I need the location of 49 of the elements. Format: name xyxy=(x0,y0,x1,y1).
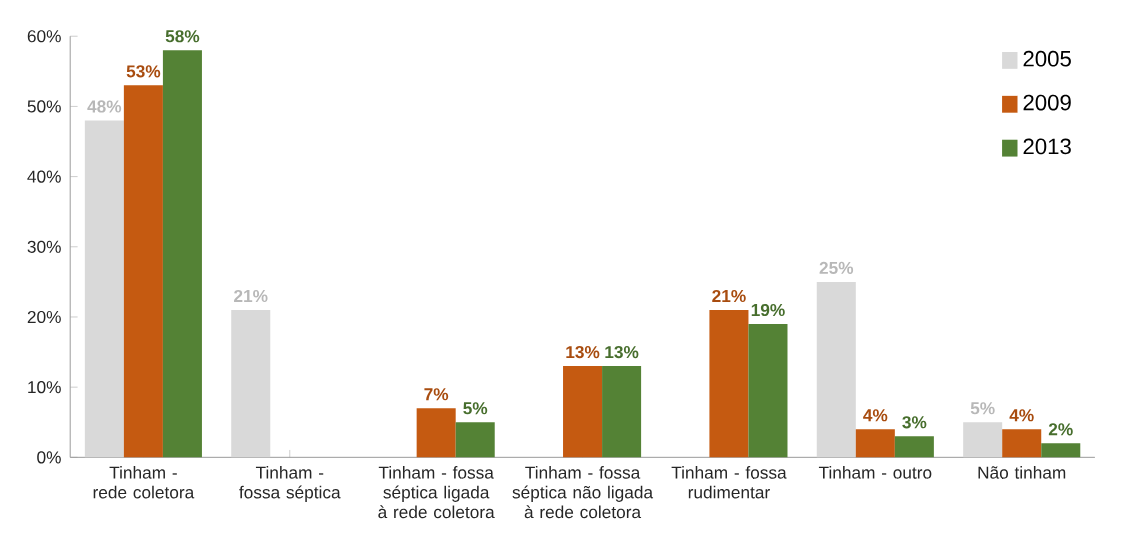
y-tick-label: 40% xyxy=(27,170,61,183)
legend-label: 2005 xyxy=(1023,50,1071,67)
x-tick-label: Tinham - fossa rudimentar xyxy=(671,466,787,499)
data-label: 2% xyxy=(1048,423,1073,436)
bar xyxy=(84,120,124,458)
y-tick-label: 50% xyxy=(27,100,61,113)
data-label: 21% xyxy=(234,289,268,302)
data-label: 5% xyxy=(463,402,488,415)
legend-label: 2013 xyxy=(1023,138,1071,155)
data-label: 19% xyxy=(751,303,785,317)
y-tick-label: 10% xyxy=(28,381,61,394)
y-tick-label: 20% xyxy=(27,310,61,324)
data-label: 53% xyxy=(126,65,161,78)
data-label: 4% xyxy=(1009,409,1034,422)
x-tick-label: Tinham - fossa séptica ligada à rede coletora xyxy=(378,466,495,519)
bar xyxy=(894,436,934,458)
y-tick-label: 60% xyxy=(27,30,61,43)
bar xyxy=(963,422,1003,458)
x-tick-label: Tinham - rede coletora xyxy=(93,466,195,499)
legend-label: 2009 xyxy=(1023,94,1071,111)
data-label: 13% xyxy=(605,345,639,359)
data-label: 48% xyxy=(87,100,122,113)
bar xyxy=(231,309,271,458)
data-label: 5% xyxy=(970,402,995,415)
data-label: 4% xyxy=(863,409,888,422)
bar xyxy=(816,281,856,458)
data-label: 58% xyxy=(165,30,200,43)
bar xyxy=(1041,443,1081,458)
bar xyxy=(416,408,456,458)
x-tick-label: Não tinham xyxy=(978,466,1066,479)
data-label: 13% xyxy=(566,345,600,359)
y-tick-label: 30% xyxy=(27,240,61,253)
bar xyxy=(602,366,642,458)
bar xyxy=(709,309,749,458)
x-tick-label: Tinham - fossa séptica não ligada à rede coletora xyxy=(512,466,654,519)
data-label: 21% xyxy=(712,289,746,302)
data-label: 3% xyxy=(902,416,927,429)
data-label: 25% xyxy=(819,261,854,274)
bar xyxy=(855,429,895,458)
bar xyxy=(455,422,495,458)
bar xyxy=(563,366,603,458)
bar xyxy=(748,323,788,458)
y-tick-label: 0% xyxy=(37,451,61,464)
x-tick-label: Tinham - fossa séptica xyxy=(239,466,341,502)
bar xyxy=(1002,429,1042,458)
bar xyxy=(162,50,202,458)
bar xyxy=(123,85,163,458)
data-label: 7% xyxy=(424,388,449,401)
x-tick-label: Tinham - outro xyxy=(818,466,932,479)
